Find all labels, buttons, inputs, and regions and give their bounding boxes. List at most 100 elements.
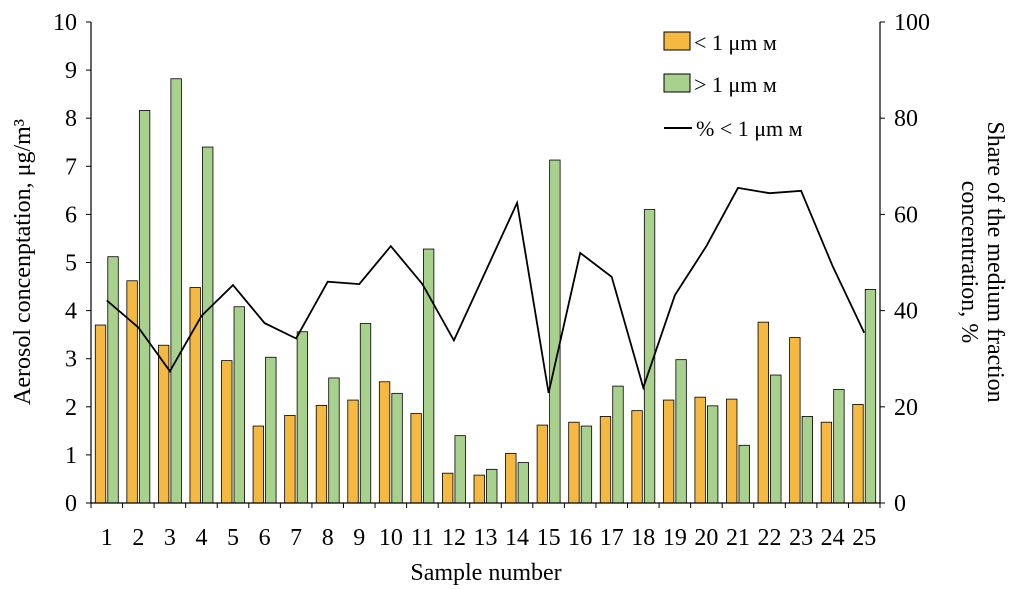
x-tick-label-19: 19 (663, 525, 687, 551)
x-tick-label-14: 14 (505, 525, 529, 551)
y2-tick-label-0: 0 (894, 491, 906, 517)
legend-swatch-small (663, 31, 691, 51)
bar-large-21 (738, 444, 750, 504)
bar-large-17 (612, 385, 624, 504)
bar-large-2 (138, 110, 151, 504)
x-tick-label-3: 3 (164, 525, 176, 551)
bar-small-8 (315, 404, 328, 504)
y2-tick-label-40: 40 (894, 299, 918, 325)
x-tick-label-17: 17 (600, 525, 624, 551)
x-tick-label-13: 13 (474, 525, 498, 551)
x-tick-label-25: 25 (852, 525, 876, 551)
x-tick-label-6: 6 (259, 525, 271, 551)
legend: < 1 μm м > 1 μm м % < 1 μm м (663, 30, 803, 141)
bar-small-5 (221, 360, 233, 504)
y-tick-label-8: 8 (65, 106, 77, 132)
y-tick-label-4: 4 (65, 299, 77, 325)
bar-small-1 (94, 324, 107, 504)
bar-large-15 (549, 159, 561, 504)
bar-large-7 (296, 331, 309, 504)
x-tick-label-8: 8 (322, 525, 334, 551)
bar-large-3 (170, 78, 182, 504)
bar-large-8 (328, 377, 340, 504)
bar-large-6 (265, 356, 277, 504)
bar-small-22 (757, 321, 769, 504)
bar-large-1 (107, 256, 119, 504)
y-tick-label-10: 10 (53, 10, 77, 36)
bar-small-21 (726, 398, 738, 504)
y-tick-label-2: 2 (65, 395, 77, 421)
bar-large-4 (202, 146, 214, 504)
x-axis-title: Sample number (410, 560, 561, 586)
bar-small-16 (568, 421, 580, 504)
bar-small-17 (599, 416, 612, 504)
y2-axis-title-line2: concentration, % (956, 181, 982, 344)
bar-large-13 (486, 468, 498, 504)
bar-large-24 (833, 389, 845, 504)
x-tick-label-1: 1 (101, 525, 113, 551)
bar-large-22 (770, 374, 782, 504)
bar-large-20 (707, 405, 719, 504)
bar-large-5 (233, 306, 245, 504)
x-tick-label-18: 18 (631, 525, 655, 551)
bar-large-16 (580, 425, 593, 504)
bar-small-14 (505, 453, 517, 504)
x-tick-label-5: 5 (227, 525, 239, 551)
bar-small-18 (631, 410, 643, 504)
legend-label-small: < 1 μm м (694, 30, 777, 55)
x-tick-label-23: 23 (789, 525, 813, 551)
bars-layer (94, 78, 877, 504)
y-tick-label-1: 1 (65, 443, 77, 469)
bar-small-10 (378, 381, 391, 504)
x-tick-label-7: 7 (290, 525, 302, 551)
bar-large-12 (454, 435, 466, 504)
x-tick-label-2: 2 (132, 525, 144, 551)
y-tick-label-0: 0 (65, 491, 77, 517)
y2-tick-label-60: 60 (894, 202, 918, 228)
bar-small-23 (789, 337, 801, 504)
x-tick-label-16: 16 (568, 525, 592, 551)
x-tick-label-15: 15 (537, 525, 561, 551)
bar-small-25 (852, 403, 864, 504)
bar-small-24 (820, 421, 833, 504)
x-tick-label-11: 11 (411, 525, 434, 551)
y-tick-label-5: 5 (65, 251, 77, 277)
x-tick-label-20: 20 (694, 525, 718, 551)
y-axis-title: Aerosol concenptation, μg/m³ (10, 119, 36, 405)
bar-small-15 (536, 424, 549, 504)
x-tick-label-21: 21 (726, 525, 750, 551)
bar-large-25 (864, 289, 877, 504)
bar-large-19 (675, 359, 687, 504)
x-tick-label-22: 22 (758, 525, 782, 551)
y2-tick-label-100: 100 (894, 10, 930, 36)
legend-swatch-large (663, 73, 691, 93)
bar-small-20 (694, 396, 706, 504)
bar-large-10 (391, 392, 403, 504)
x-tick-label-9: 9 (353, 525, 365, 551)
x-tick-label-4: 4 (195, 525, 207, 551)
line-share-series (106, 186, 866, 394)
bar-small-6 (252, 425, 264, 504)
bar-large-9 (359, 323, 372, 504)
line-layer (106, 186, 866, 394)
bar-small-19 (662, 399, 675, 504)
x-tick-label-10: 10 (379, 525, 403, 551)
bar-small-12 (442, 472, 454, 504)
y2-tick-label-80: 80 (894, 106, 918, 132)
y-tick-label-9: 9 (65, 58, 77, 84)
legend-label-large: > 1 μm м (694, 72, 777, 97)
bar-small-9 (347, 399, 359, 504)
bar-small-13 (473, 474, 485, 504)
bar-large-23 (801, 416, 813, 504)
bar-large-14 (517, 462, 529, 504)
bar-small-7 (284, 415, 296, 504)
x-tick-label-12: 12 (442, 525, 466, 551)
y-tick-label-6: 6 (65, 202, 77, 228)
legend-label-share: % < 1 μm м (696, 116, 803, 141)
bar-small-2 (126, 280, 138, 504)
y2-tick-label-20: 20 (894, 395, 918, 421)
y-tick-label-7: 7 (65, 154, 77, 180)
bar-small-11 (410, 413, 422, 504)
